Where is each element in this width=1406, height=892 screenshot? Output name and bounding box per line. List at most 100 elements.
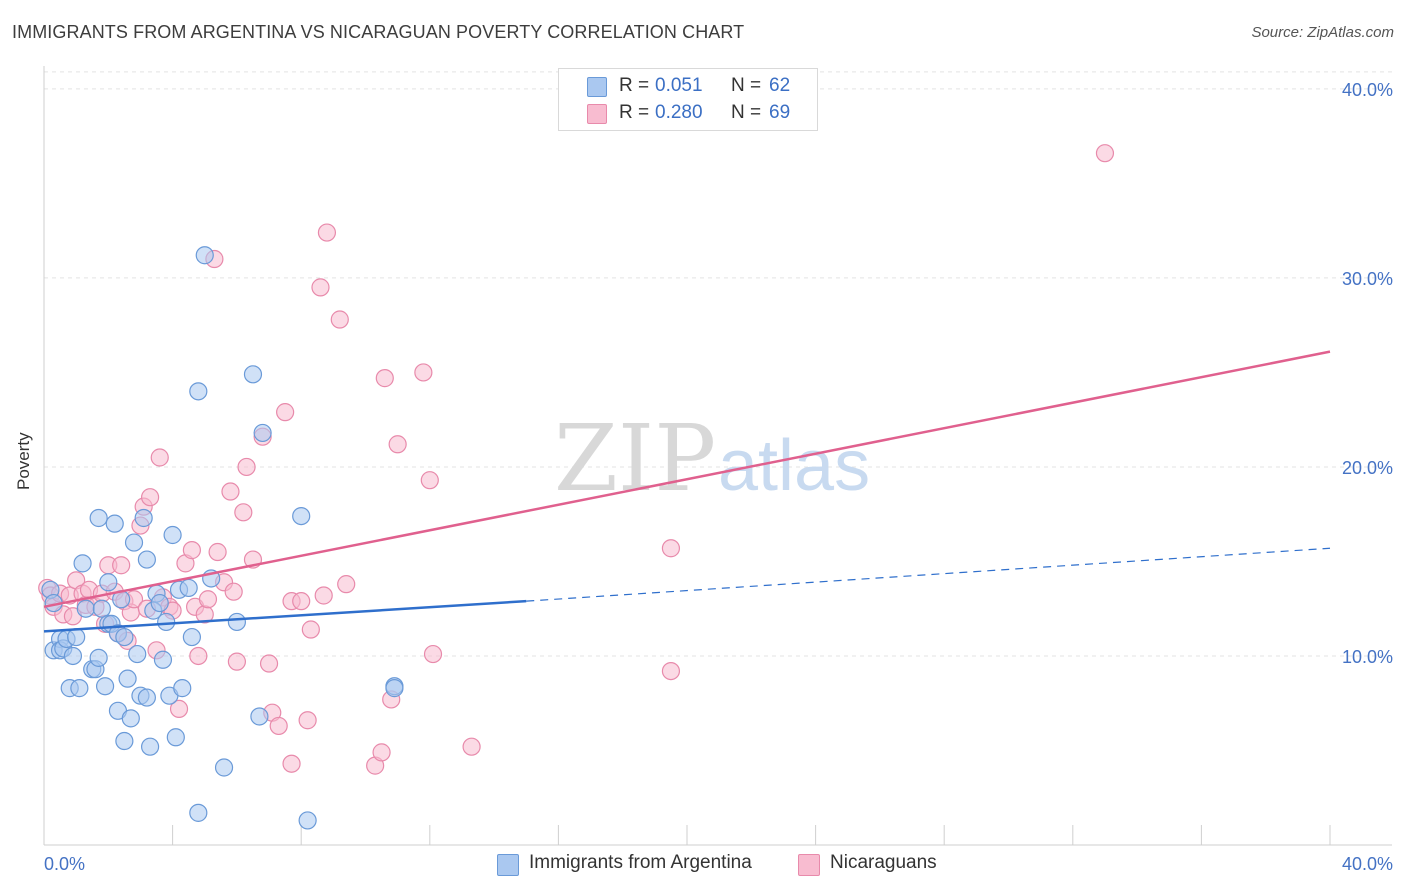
argentina-point-22 bbox=[105, 514, 124, 533]
argentina-point-26 bbox=[115, 627, 134, 647]
argentina-point-46 bbox=[173, 679, 192, 698]
nicaraguans-point-48 bbox=[259, 654, 279, 673]
watermark-zip: ZIP bbox=[554, 405, 716, 512]
nicaraguans-point-68 bbox=[420, 471, 439, 490]
nicaraguans-point-35 bbox=[189, 646, 208, 666]
argentina-point-40 bbox=[153, 650, 173, 669]
source-label: Source: ZipAtlas.com bbox=[1251, 24, 1394, 41]
argentina-point-19 bbox=[99, 573, 118, 592]
y-axis-title: Poverty bbox=[14, 432, 33, 490]
argentina-point-58 bbox=[292, 506, 311, 526]
nicaraguans-point-31 bbox=[169, 699, 189, 719]
nicaraguans-point-55 bbox=[298, 711, 317, 730]
series-nicaraguans bbox=[38, 144, 1115, 775]
bottom-legend-label-argentina: Immigrants from Argentina bbox=[529, 852, 752, 873]
argentina-point-36 bbox=[140, 737, 160, 756]
y-tick-label-1: 20.0% bbox=[1342, 458, 1393, 478]
argentina-point-39 bbox=[150, 593, 169, 613]
legend-n-label: N = bbox=[731, 102, 762, 123]
watermark: ZIP atlas bbox=[554, 405, 870, 512]
nicaraguans-point-53 bbox=[282, 754, 301, 773]
argentina-point-31 bbox=[128, 644, 147, 664]
argentina-point-16 bbox=[89, 648, 108, 667]
bottom-legend-swatch-blue bbox=[497, 854, 519, 876]
argentina-point-30 bbox=[124, 533, 144, 552]
y-tick-label-0: 10.0% bbox=[1342, 647, 1393, 667]
legend-r-value: 0.051 bbox=[655, 75, 703, 96]
nicaraguans-point-50 bbox=[269, 716, 288, 736]
trend-lines bbox=[43, 350, 1331, 633]
nicaraguans-point-73 bbox=[1095, 144, 1115, 163]
nicaraguans-point-54 bbox=[292, 592, 311, 611]
argentina-point-44 bbox=[166, 728, 185, 747]
legend-r-value: 0.280 bbox=[655, 102, 703, 123]
legend-r-label: R = bbox=[619, 102, 650, 123]
legend-n-value: 69 bbox=[769, 102, 791, 123]
nicaraguans-point-25 bbox=[140, 488, 160, 507]
legend-swatch-pink bbox=[587, 104, 607, 124]
legend-n-value: 62 bbox=[769, 75, 791, 96]
nicaraguans-point-59 bbox=[317, 223, 337, 242]
argentina-point-56 bbox=[250, 707, 269, 726]
argentina-point-17 bbox=[92, 599, 111, 618]
nicaraguans-point-67 bbox=[414, 363, 433, 382]
argentina-point-59 bbox=[298, 811, 317, 830]
nicaraguans-point-42 bbox=[224, 582, 243, 601]
nicaraguans-point-41 bbox=[221, 482, 240, 501]
bottom-legend-swatch-pink bbox=[798, 854, 820, 876]
trend-nicaraguans bbox=[43, 350, 1331, 609]
legend-row-nicaraguans: R = 0.280 N = 69 bbox=[559, 100, 817, 128]
argentina-point-28 bbox=[118, 669, 137, 688]
argentina-point-29 bbox=[121, 709, 140, 728]
argentina-point-55 bbox=[243, 365, 263, 384]
argentina-point-15 bbox=[89, 508, 108, 528]
argentina-point-33 bbox=[134, 508, 153, 528]
legend-swatch-blue bbox=[587, 77, 607, 97]
nicaraguans-point-39 bbox=[208, 542, 227, 562]
argentina-point-35 bbox=[137, 688, 156, 707]
argentina-point-43 bbox=[163, 525, 182, 545]
gridlines bbox=[44, 71, 1392, 657]
nicaraguans-point-56 bbox=[301, 620, 320, 639]
argentina-point-48 bbox=[182, 627, 201, 647]
chart-title: IMMIGRANTS FROM ARGENTINA VS NICARAGUAN … bbox=[12, 22, 745, 42]
argentina-point-27 bbox=[115, 731, 134, 751]
argentina-point-41 bbox=[157, 612, 176, 632]
nicaraguans-point-64 bbox=[375, 369, 394, 388]
argentina-point-11 bbox=[73, 554, 92, 573]
argentina-point-49 bbox=[189, 382, 208, 401]
legend-n-label: N = bbox=[731, 75, 762, 96]
nicaraguans-point-51 bbox=[276, 403, 295, 422]
x-tick-label-0: 0.0% bbox=[44, 854, 85, 874]
y-tick-label-2: 30.0% bbox=[1342, 269, 1393, 289]
nicaraguans-point-66 bbox=[388, 435, 407, 454]
nicaraguans-point-60 bbox=[330, 310, 349, 329]
nicaraguans-point-57 bbox=[311, 278, 330, 297]
nicaraguans-point-58 bbox=[314, 586, 333, 605]
argentina-point-8 bbox=[63, 646, 83, 666]
nicaraguans-point-43 bbox=[227, 652, 246, 671]
argentina-point-10 bbox=[70, 679, 89, 698]
nicaraguans-point-27 bbox=[150, 448, 169, 467]
nicaraguans-point-70 bbox=[462, 737, 481, 756]
correlation-legend: R = 0.051 N = 62 R = 0.280 N = 69 bbox=[558, 68, 818, 131]
legend-r-label: R = bbox=[619, 75, 650, 96]
bottom-legend-label-nicaraguans: Nicaraguans bbox=[830, 852, 937, 873]
argentina-point-9 bbox=[67, 627, 86, 647]
argentina-point-12 bbox=[76, 599, 95, 618]
bottom-legend-argentina: Immigrants from Argentina bbox=[497, 852, 752, 876]
watermark-atlas: atlas bbox=[718, 426, 870, 506]
nicaraguans-point-71 bbox=[661, 539, 681, 558]
nicaraguans-point-33 bbox=[182, 541, 201, 560]
argentina-point-18 bbox=[95, 677, 115, 696]
argentina-point-51 bbox=[195, 246, 214, 265]
argentina-point-34 bbox=[137, 550, 156, 569]
argentina-point-47 bbox=[179, 578, 198, 598]
legend-row-argentina: R = 0.051 N = 62 bbox=[559, 73, 817, 101]
nicaraguans-point-45 bbox=[237, 457, 256, 477]
argentina-point-57 bbox=[253, 423, 272, 443]
trend-argentina bbox=[43, 599, 527, 633]
y-tick-label-3: 40.0% bbox=[1342, 80, 1393, 100]
argentina-point-61 bbox=[385, 679, 404, 698]
